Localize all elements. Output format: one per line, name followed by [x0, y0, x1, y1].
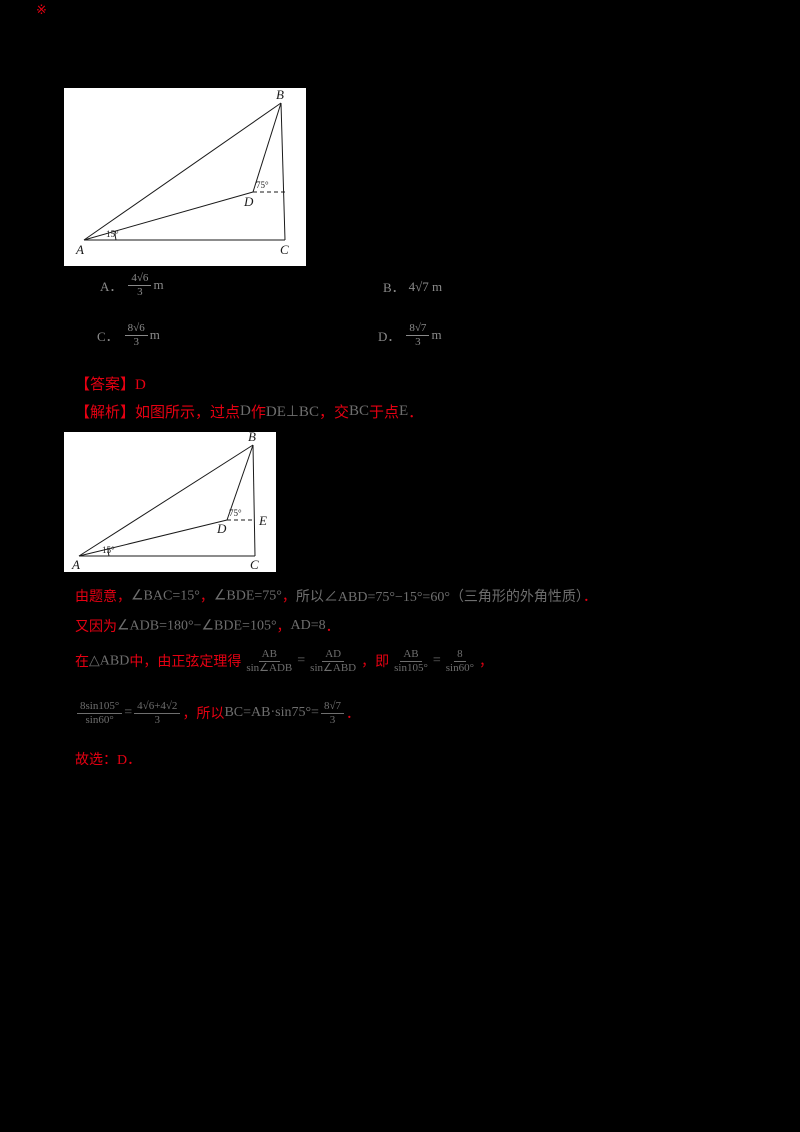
angle-label-15: 15°: [102, 545, 115, 555]
figure-triangle-2: A B C D E 75° 15°: [64, 432, 276, 572]
edge-bd: [226, 444, 254, 521]
text-run: 【答案】D: [75, 377, 146, 393]
edge-ad: [78, 519, 228, 557]
math-fraction: 8√6 3: [124, 322, 148, 348]
text-run: BC=AB·sin75°=: [224, 705, 319, 721]
text-run: （三角形的外角性质）: [449, 590, 583, 605]
triangle-diagram-1: A B C D 75° 15°: [75, 88, 289, 257]
conclusion-line: 故选：D．: [75, 749, 141, 769]
text-run: ，: [276, 620, 291, 635]
vertex-label-a: A: [71, 557, 80, 572]
text-run: ．: [408, 405, 424, 421]
math-fraction: 8√7 3: [406, 322, 430, 348]
text-run: 4√7 m: [408, 278, 443, 294]
text-run: 在: [75, 655, 89, 671]
text-run: ∠ADB=180°−∠BDE=105°: [117, 618, 277, 634]
text-run: 中，由正弦定理得: [129, 655, 242, 671]
text-run: 作: [250, 405, 266, 421]
text-run: m: [431, 327, 442, 343]
edge-bc: [252, 444, 256, 557]
option-b: B． 4√7 m: [383, 277, 442, 296]
text-run: D: [240, 403, 251, 419]
text-run: △ABD: [89, 653, 130, 669]
text-run: ．: [325, 620, 340, 635]
text-run: ，: [199, 590, 214, 605]
text-run: =: [297, 653, 306, 669]
text-run: ∠BAC=15°: [131, 588, 200, 604]
vertex-label-b: B: [248, 432, 256, 444]
option-label: D．: [378, 328, 401, 344]
text-run: m: [149, 327, 160, 343]
text-run: 于点: [368, 405, 399, 421]
math-fraction: 4√6+4√2 3: [134, 700, 181, 726]
vertex-label-c: C: [280, 242, 289, 257]
solution-line-4: 8sin105° sin60° = 4√6+4√2 3 ，所以BC=AB·sin75°= 8…: [75, 700, 360, 726]
angle-arc-a: [107, 547, 110, 557]
text-run: m: [153, 277, 164, 293]
edge-ab: [83, 102, 282, 241]
text-run: =: [124, 705, 133, 721]
text-run: 故选：D．: [75, 753, 142, 768]
vertex-label-d: D: [243, 194, 254, 209]
vertex-label-e: E: [258, 513, 267, 528]
text-run: 所以∠ABD=75°−15°=60°: [295, 590, 450, 605]
option-a: A． 4√6 3 m: [100, 272, 164, 298]
vertex-label-c: C: [250, 557, 259, 572]
text-run: ，: [479, 655, 494, 671]
vertex-label-a: A: [75, 242, 84, 257]
math-fraction: 8 sin60°: [445, 648, 475, 674]
option-d: D． 8√7 3 m: [378, 322, 442, 348]
text-run: AD=8: [290, 618, 326, 633]
angle-arc-a: [114, 230, 117, 241]
edge-bc: [280, 102, 286, 241]
angle-label-75: 75°: [229, 508, 242, 518]
math-fraction: AD sin∠ABD: [310, 648, 357, 674]
vertex-label-b: B: [276, 88, 284, 102]
solution-line-3: 在△ABD中，由正弦定理得 AB sin∠ADB = AD sin∠ABD ，即 AB sin1…: [75, 648, 493, 674]
solution-line-1: 由题意，∠BAC=15°，∠BDE=75°，所以∠ABD=75°−15°=60°…: [75, 586, 597, 606]
triangle-diagram-2: A B C D E 75° 15°: [71, 432, 267, 572]
text-run: =: [432, 653, 441, 669]
option-label: A．: [100, 278, 123, 294]
option-label: B．: [383, 280, 405, 295]
option-label: C．: [97, 328, 119, 344]
solution-line-2: 又因为∠ADB=180°−∠BDE=105°，AD=8．: [75, 616, 340, 636]
edge-ab: [78, 444, 254, 557]
text-run: 【解析】如图所示，过点: [75, 405, 241, 421]
vertex-label-d: D: [216, 521, 227, 536]
math-fraction: 8sin105° sin60°: [77, 700, 123, 726]
text-run: ，: [281, 590, 296, 605]
edge-bd: [252, 102, 282, 193]
text-run: 又因为: [75, 620, 117, 635]
angle-label-75: 75°: [256, 180, 269, 190]
analysis-line: 【解析】如图所示，过点D作DE⊥BC，交BC于点E．: [75, 401, 423, 422]
text-run: ，即: [361, 655, 390, 671]
text-run: ．: [582, 590, 597, 605]
text-run: 由题意，: [75, 590, 131, 605]
math-fraction: 8√7 3: [320, 700, 344, 726]
text-run: BC: [348, 403, 369, 419]
watermark-mark: ※: [36, 2, 47, 17]
text-run: DE⊥BC: [265, 404, 319, 420]
text-run: ，所以: [182, 707, 225, 723]
math-fraction: AB sin∠ADB: [246, 648, 293, 674]
option-c: C． 8√6 3 m: [97, 322, 160, 348]
answer-line: 【答案】D: [75, 373, 146, 394]
math-fraction: 4√6 3: [128, 272, 152, 298]
text-run: E: [399, 403, 409, 419]
figure-triangle-1: A B C D 75° 15°: [64, 88, 306, 266]
text-run: ，交: [318, 405, 349, 421]
angle-label-15: 15°: [106, 229, 119, 239]
text-run: ∠BDE=75°: [213, 588, 282, 604]
math-fraction: AB sin105°: [394, 648, 428, 674]
text-run: ．: [346, 707, 360, 723]
edge-ad: [83, 191, 254, 241]
